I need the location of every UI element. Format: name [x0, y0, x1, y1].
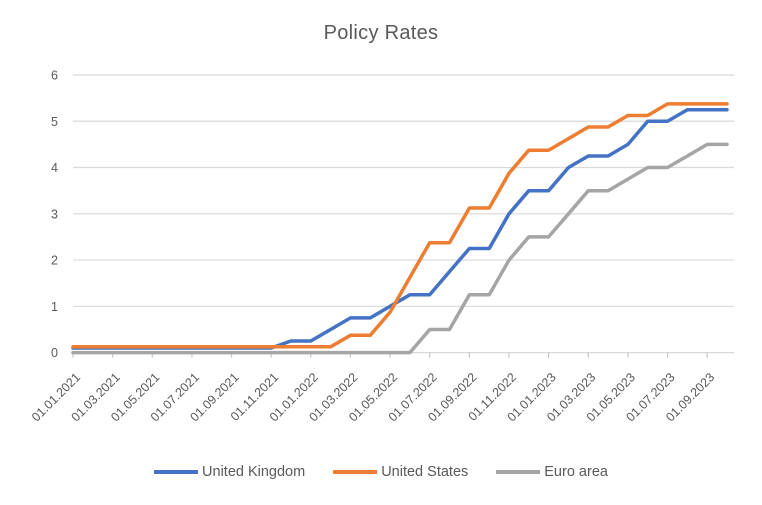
series-line-united-states	[71, 102, 729, 349]
line-swatch-icon	[496, 470, 541, 474]
legend-item-united-states: United States	[333, 464, 468, 480]
legend-label: Euro area	[544, 464, 608, 480]
line-swatch-icon	[333, 470, 378, 474]
y-tick-label: 3	[51, 207, 58, 221]
y-tick-label: 6	[51, 69, 58, 83]
y-tick-label: 1	[51, 300, 58, 314]
series-line-united-kingdom	[71, 107, 729, 350]
y-tick-label: 2	[51, 254, 58, 268]
chart-title: Policy Rates	[323, 22, 439, 44]
legend-label: United States	[381, 464, 469, 480]
legend-item-united-kingdom: United Kingdom	[154, 464, 305, 480]
y-tick-label: 0	[51, 346, 58, 360]
legend-item-euro-area: Euro area	[496, 464, 608, 480]
y-tick-label: 5	[51, 115, 58, 129]
y-tick-label: 4	[51, 161, 58, 175]
chart-legend: United Kingdom United States Euro area	[0, 464, 762, 480]
series-line-euro-area	[71, 142, 729, 355]
legend-label: United Kingdom	[202, 464, 306, 480]
line-swatch-icon	[154, 470, 199, 474]
